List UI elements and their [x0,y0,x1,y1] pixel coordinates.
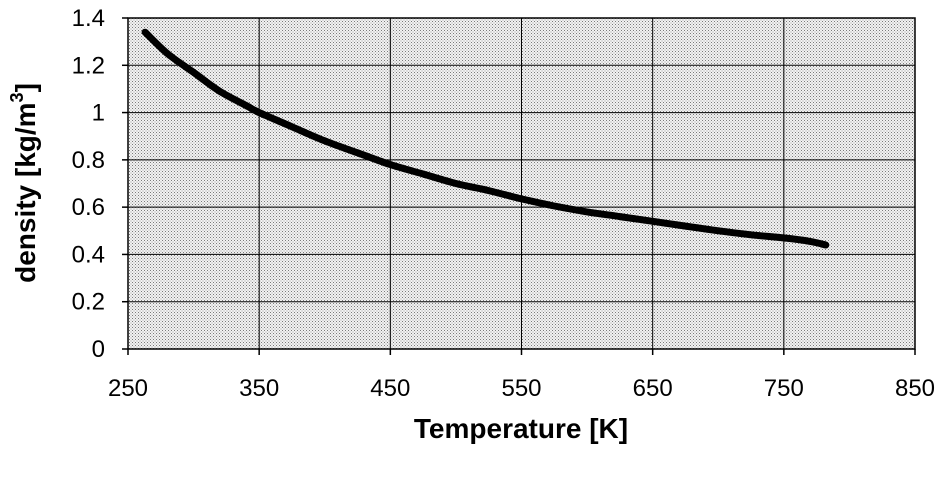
x-tick-label: 850 [895,375,935,402]
y-axis-title-main: density [kg/m [10,102,41,282]
y-axis-title-superscript: 3 [7,92,27,102]
plot-border [127,17,916,350]
x-tick-label: 350 [239,375,279,402]
x-tick-label: 550 [501,375,541,402]
y-axis-title-suffix: ] [10,83,41,92]
x-tick-labels: 250 350 450 550 650 750 850 [108,375,935,402]
y-tick-label: 0 [92,336,105,363]
y-tick-label: 1 [92,100,105,127]
x-tick-label: 250 [108,375,148,402]
x-tick-label: 750 [764,375,804,402]
y-tick-label: 0.2 [72,289,105,316]
x-axis-title: Temperature [K] [414,413,628,444]
x-tick-label: 450 [370,375,410,402]
y-tick-labels: 0 0.2 0.4 0.6 0.8 1 1.2 1.4 [72,5,105,363]
density-series-line [141,28,830,249]
vertical-gridlines [127,18,916,355]
y-tick-label: 0.6 [72,194,105,221]
y-tick-label: 0.4 [72,241,105,268]
y-tick-label: 1.4 [72,5,105,32]
y-axis-title: density [kg/m3] [7,83,41,283]
x-tick-label: 650 [633,375,673,402]
y-tick-label: 1.2 [72,52,105,79]
y-tick-label: 0.8 [72,147,105,174]
